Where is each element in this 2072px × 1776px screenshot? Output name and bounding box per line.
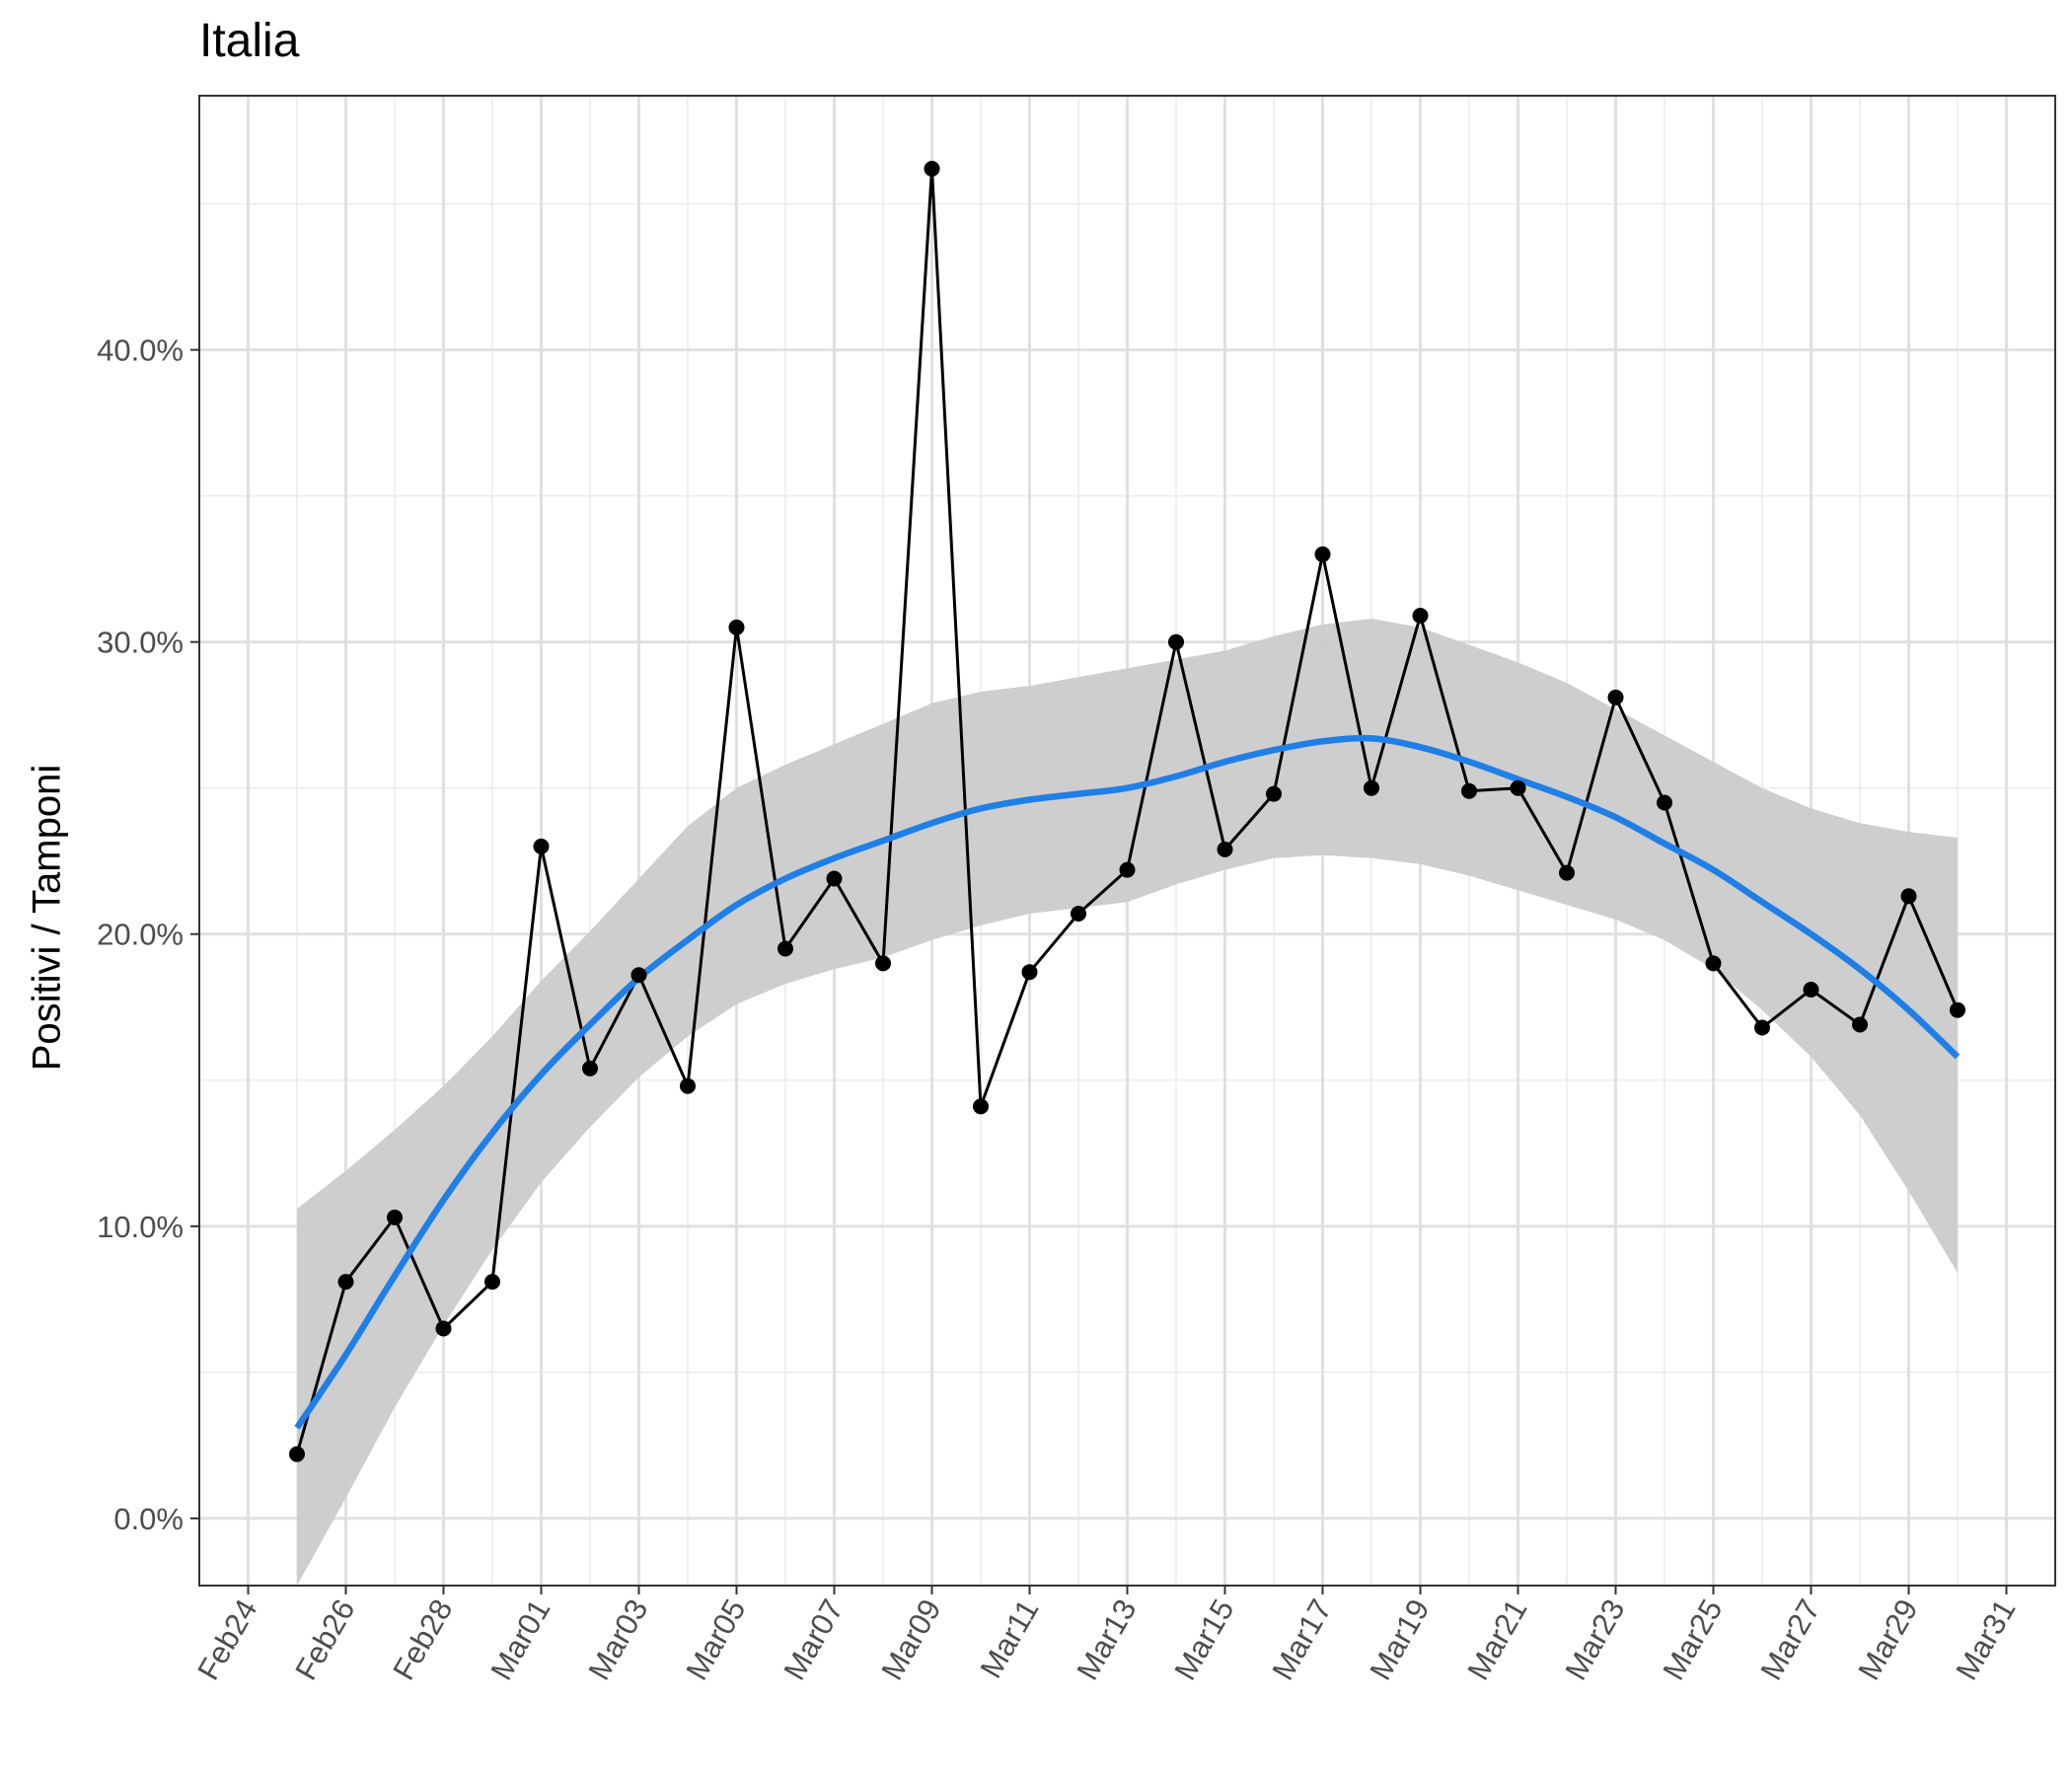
x-tick-label: Mar21	[1460, 1593, 1533, 1686]
y-tick-label: 30.0%	[97, 626, 184, 660]
x-tick-label: Mar05	[679, 1593, 752, 1686]
data-point	[1217, 841, 1233, 857]
data-point	[1461, 782, 1477, 799]
data-point	[1021, 964, 1038, 981]
data-point	[777, 940, 793, 957]
x-tick-label: Mar17	[1265, 1593, 1338, 1686]
x-tick-label: Feb28	[386, 1593, 459, 1686]
data-point	[1803, 982, 1819, 998]
data-point	[435, 1320, 452, 1337]
data-point	[387, 1209, 403, 1225]
data-point	[1510, 779, 1526, 796]
data-point	[973, 1098, 989, 1115]
data-point	[1852, 1016, 1868, 1033]
data-point	[582, 1060, 598, 1076]
data-point	[1607, 689, 1624, 705]
data-point	[1071, 906, 1086, 922]
x-tick-label: Mar29	[1851, 1593, 1924, 1686]
data-point	[533, 838, 550, 854]
data-point	[826, 870, 843, 887]
x-tick-label: Mar31	[1949, 1593, 2022, 1686]
x-tick-label: Feb26	[288, 1593, 361, 1686]
data-point	[1266, 785, 1282, 802]
x-tick-label: Mar25	[1656, 1593, 1729, 1686]
data-point	[1754, 1019, 1770, 1036]
x-tick-label: Mar07	[777, 1593, 850, 1686]
x-tick-label: Mar15	[1167, 1593, 1240, 1686]
data-point	[1657, 794, 1672, 811]
smooth-trend-line	[294, 734, 1961, 1430]
x-tick-label: Feb24	[190, 1593, 263, 1686]
data-point	[289, 1445, 305, 1462]
grid-major	[199, 96, 2055, 1586]
observed-points	[289, 161, 1965, 1462]
x-tick-label: Mar23	[1558, 1593, 1631, 1686]
chart-title: Italia	[199, 15, 300, 67]
y-tick-label: 10.0%	[97, 1210, 184, 1244]
data-point	[1705, 955, 1722, 972]
data-point	[1314, 546, 1331, 562]
data-point	[875, 955, 891, 972]
data-point	[728, 619, 745, 635]
data-point	[630, 967, 647, 984]
data-point	[1119, 861, 1136, 878]
data-point	[337, 1274, 354, 1291]
data-point	[1559, 864, 1575, 881]
y-axis: 0.0% 10.0% 20.0% 30.0% 40.0%	[97, 333, 199, 1536]
data-point	[1950, 1001, 1965, 1018]
x-tick-label: Mar01	[483, 1593, 556, 1686]
x-tick-label: Mar03	[581, 1593, 654, 1686]
y-tick-label: 0.0%	[113, 1502, 184, 1536]
x-axis: Feb24 Feb26 Feb28 Mar01 Mar03 Mar05 Mar07 Mar09…	[190, 1586, 2023, 1686]
x-tick-label: Mar13	[1070, 1593, 1143, 1686]
data-point	[1900, 888, 1917, 905]
x-tick-label: Mar27	[1753, 1593, 1826, 1686]
y-tick-label: 20.0%	[97, 918, 184, 952]
data-point	[1364, 779, 1379, 796]
x-tick-label: Mar19	[1363, 1593, 1436, 1686]
y-tick-label: 40.0%	[97, 333, 184, 368]
data-point	[924, 161, 940, 177]
data-point	[1412, 608, 1429, 624]
data-point	[1168, 633, 1184, 650]
data-point	[680, 1077, 696, 1094]
data-point	[484, 1274, 500, 1291]
x-tick-label: Mar11	[973, 1593, 1045, 1684]
x-tick-label: Mar09	[874, 1593, 947, 1686]
